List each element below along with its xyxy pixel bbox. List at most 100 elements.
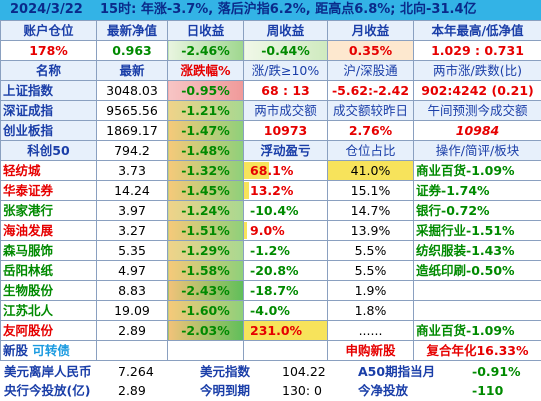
stock-pnl: 9.0%: [243, 220, 328, 241]
holding-row[interactable]: 海油发展 3.27 -1.51% 9.0% 13.9% 采掘行业-1.51%: [0, 220, 541, 241]
position-value: 178%: [0, 40, 97, 61]
holding-row[interactable]: 江苏北人 19.09 -1.60% -4.0% 1.8%: [0, 300, 541, 321]
stock-pnl: 13.2%: [243, 180, 328, 201]
index-price: 3048.03: [96, 80, 168, 101]
stock-price: 3.73: [96, 160, 168, 181]
connect-flow: -5.62:-2.42: [327, 80, 414, 101]
pnl-value: 9.0%: [250, 222, 285, 238]
index-change: -0.95%: [167, 80, 244, 101]
empty-cell: [167, 340, 244, 361]
dxy-value: 104.22: [282, 364, 326, 379]
account-header-position: 账户仓位: [0, 20, 97, 41]
holding-row[interactable]: 岳阳林纸 4.97 -1.58% -20.8% 5.5% 造纸印刷-0.50%: [0, 260, 541, 281]
maturity-label: 今明到期: [200, 383, 251, 398]
index-header-limit: 涨/跌≥10%: [243, 60, 328, 81]
year-high-low: 1.029 : 0.731: [413, 40, 541, 61]
index-name: 上证指数: [0, 80, 97, 101]
market-breadth: 902:4242 (0.21): [413, 80, 541, 101]
stock-pnl: -1.2%: [243, 240, 328, 261]
stock-change: -1.24%: [167, 200, 244, 221]
pnl-value: -10.4%: [250, 202, 299, 218]
pnl-bar: [244, 182, 249, 199]
stock-note: 商业百货-1.09%: [413, 320, 541, 341]
pnl-bar: [244, 162, 269, 179]
report-date: 2024/3/22: [10, 2, 83, 17]
pboc-label: 央行今投放(亿): [4, 383, 91, 398]
pnl-value: -18.7%: [250, 282, 299, 298]
holding-row[interactable]: 张家港行 3.97 -1.24% -10.4% 14.7% 银行-0.72%: [0, 200, 541, 221]
holding-row[interactable]: 森马服饰 5.35 -1.29% -1.2% 5.5% 纺织服装-1.43%: [0, 240, 541, 261]
stock-weight: 15.1%: [327, 180, 414, 201]
holding-row[interactable]: 轻纺城 3.73 -1.32% 68.1% 41.0% 商业百货-1.09%: [0, 160, 541, 181]
index-name: 科创50: [0, 140, 97, 161]
stock-name[interactable]: 生物股份: [0, 280, 97, 301]
stock-price: 8.83: [96, 280, 168, 301]
stock-price: 4.97: [96, 260, 168, 281]
stock-name[interactable]: 海油发展: [0, 220, 97, 241]
nav-value: 0.963: [96, 40, 168, 61]
stock-weight: 1.8%: [327, 300, 414, 321]
holding-row[interactable]: 生物股份 8.83 -2.43% -18.7% 1.9%: [0, 280, 541, 301]
index-header-change: 涨跌幅%: [167, 60, 244, 81]
index-header-name: 名称: [0, 60, 97, 81]
stock-name[interactable]: 友阿股份: [0, 320, 97, 341]
stock-note: 纺织服装-1.43%: [413, 240, 541, 261]
empty-cell: [96, 340, 168, 361]
market-summary: 15时: 年涨-3.7%, 落后沪指6.2%, 距高点6.8%; 北向-31.4…: [100, 2, 477, 17]
stock-change: -2.43%: [167, 280, 244, 301]
stock-price: 2.89: [96, 320, 168, 341]
net-injection-value: -110: [472, 383, 504, 398]
stock-price: 14.24: [96, 180, 168, 201]
account-header-row: 账户仓位 最新净值 日收益 周收益 月收益 本年最高/低净值: [0, 20, 541, 41]
turnover-label: 两市成交额: [243, 100, 328, 121]
stock-note: [413, 280, 541, 301]
stock-name[interactable]: 江苏北人: [0, 300, 97, 321]
stock-weight: 5.5%: [327, 260, 414, 281]
week-return: -0.44%: [243, 40, 328, 61]
stock-name[interactable]: 张家港行: [0, 200, 97, 221]
footer-row-1: 美元离岸人民币 7.264 美元指数 104.22 A50期指当月 -0.91%: [0, 362, 541, 381]
turnover-forecast-label: 午间预测今成交额: [413, 100, 541, 121]
index-price: 1869.17: [96, 120, 168, 141]
stock-name[interactable]: 轻纺城: [0, 160, 97, 181]
dashboard-table: 账户仓位 最新净值 日收益 周收益 月收益 本年最高/低净值 178% 0.96…: [0, 20, 541, 361]
index-change: -1.47%: [167, 120, 244, 141]
a50-value: -0.91%: [472, 364, 521, 379]
stock-change: -1.32%: [167, 160, 244, 181]
footer-row-2: 央行今投放(亿) 2.89 今明到期 130: 0 今净投放 -110: [0, 381, 541, 400]
stock-price: 3.27: [96, 220, 168, 241]
day-return: -2.46%: [167, 40, 244, 61]
stock-weight: 14.7%: [327, 200, 414, 221]
pnl-value: -4.0%: [250, 302, 290, 318]
cagr-value: 复合年化16.33%: [413, 340, 541, 361]
stock-name[interactable]: 华泰证券: [0, 180, 97, 201]
stock-price: 5.35: [96, 240, 168, 261]
usdcnh-value: 7.264: [118, 364, 154, 379]
stock-pnl: -4.0%: [243, 300, 328, 321]
index-change: -1.21%: [167, 100, 244, 121]
stock-change: -1.51%: [167, 220, 244, 241]
pnl-value: 13.2%: [250, 182, 294, 198]
index-row: 创业板指 1869.17 -1.47% 10973 2.76% 10984: [0, 120, 541, 141]
stock-pnl: -10.4%: [243, 200, 328, 221]
new-share-label: 新股: [3, 342, 29, 358]
index-header-row: 名称 最新 涨跌幅% 涨/跌≥10% 沪/深股通 两市涨/跌数(比): [0, 60, 541, 81]
stock-note: 造纸印刷-0.50%: [413, 260, 541, 281]
account-header-week: 周收益: [243, 20, 328, 41]
stock-name[interactable]: 森马服饰: [0, 240, 97, 261]
stock-change: -1.60%: [167, 300, 244, 321]
index-header-breadth: 两市涨/跌数(比): [413, 60, 541, 81]
holding-row[interactable]: 华泰证券 14.24 -1.45% 13.2% 15.1% 证券-1.74%: [0, 180, 541, 201]
weight-header: 仓位占比: [327, 140, 414, 161]
stock-name[interactable]: 岳阳林纸: [0, 260, 97, 281]
ipo-cb-label: 新股 可转债: [0, 340, 97, 361]
holding-row[interactable]: 友阿股份 2.89 -2.03% 231.0%...... 商业百货-1.09%: [0, 320, 541, 341]
turnover-value: 10973: [243, 120, 328, 141]
index-price: 9565.56: [96, 100, 168, 121]
month-return: 0.35%: [327, 40, 414, 61]
stock-weight: 41.0%: [327, 160, 414, 181]
pnl-bar: [244, 222, 248, 239]
title-bar: 2024/3/22 15时: 年涨-3.7%, 落后沪指6.2%, 距高点6.8…: [0, 0, 541, 20]
subscribe-ipo[interactable]: 申购新股: [327, 340, 414, 361]
